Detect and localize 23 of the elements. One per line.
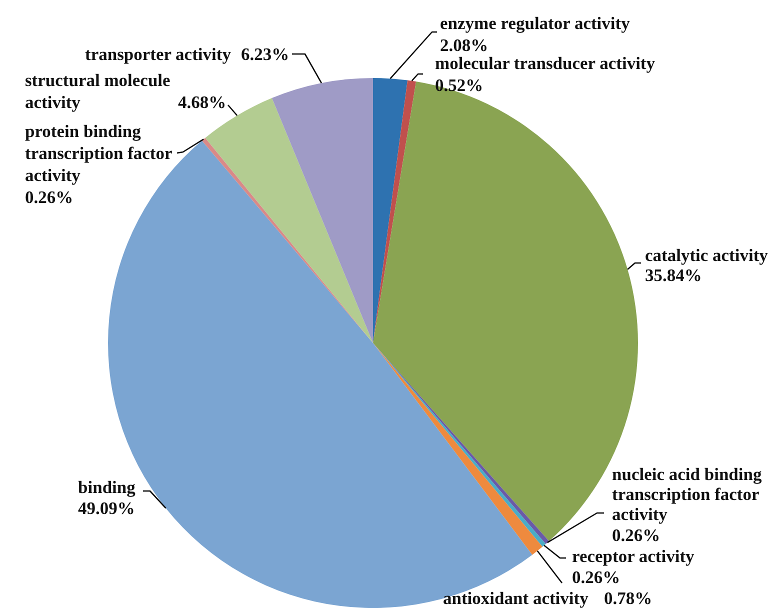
data-label: 2.08% xyxy=(440,35,488,55)
slice-label: enzyme regulator activity xyxy=(440,13,630,33)
slice-label: structural molecule activity xyxy=(25,70,171,112)
data-label: 35.84% xyxy=(645,265,702,285)
pie-slice xyxy=(373,78,408,343)
data-label: 49.09% xyxy=(78,498,135,518)
data-label: 6.23% xyxy=(241,44,290,64)
slice-label: protein binding transcription factor activity xyxy=(25,121,172,185)
data-label: 0.26% xyxy=(25,187,74,207)
slice-label: molecular transducer activity xyxy=(435,53,656,73)
slice-label: receptor activity xyxy=(572,546,695,566)
data-label: 0.26% xyxy=(612,525,660,545)
slice-label: nucleic acid binding transcription factor activity xyxy=(612,464,762,524)
slice-label: binding xyxy=(78,477,136,497)
data-label: 0.26% xyxy=(572,567,620,587)
slice-label: antioxidant activity xyxy=(443,588,589,608)
data-label: 0.52% xyxy=(435,75,484,95)
slice-label: transporter activity xyxy=(85,44,232,64)
slice-label: catalytic activity xyxy=(645,245,768,265)
pie-slice xyxy=(373,80,416,343)
data-label: 4.68% xyxy=(178,92,226,112)
data-label: 0.78% xyxy=(604,588,652,608)
pie-slice xyxy=(272,78,373,343)
